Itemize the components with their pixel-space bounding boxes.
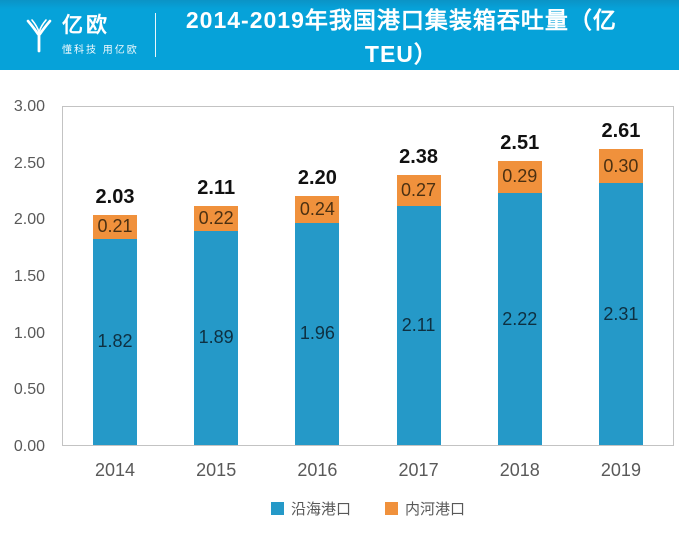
y-tick-label: 0.00 <box>13 438 45 455</box>
inland-segment: 0.27 <box>396 175 441 206</box>
total-label: 2.61 <box>601 120 641 143</box>
bar-2014: 2.03 0.21 1.82 2014 <box>93 107 137 480</box>
x-tick-label: 2019 <box>600 460 641 480</box>
logo: 亿欧 懂科技 用亿欧 <box>20 14 139 56</box>
legend: 沿海港口 内河港口 <box>62 498 674 519</box>
y-tick-label: 1.50 <box>13 268 45 285</box>
coastal-value-label: 1.96 <box>299 323 335 344</box>
coastal-segment: 2.11 <box>396 205 441 445</box>
x-tick-label: 2017 <box>398 460 439 480</box>
bar-2016: 2.20 0.24 1.96 2016 <box>295 107 340 480</box>
y-tick-label: 1.00 <box>13 324 45 342</box>
coastal-segment: 2.22 <box>497 193 542 445</box>
y-tick-label: 3.00 <box>13 98 45 115</box>
bar-2019: 2.61 0.30 2.31 2019 <box>598 107 643 480</box>
coastal-segment: 1.96 <box>295 222 340 445</box>
bar-2018: 2.51 0.29 2.22 2018 <box>497 107 542 480</box>
coastal-value-label: 1.89 <box>198 327 234 348</box>
y-tick-label: 2.50 <box>13 154 45 172</box>
chart: 3.00 2.50 2.00 1.50 1.00 0.50 0.00 2.03 0.21 1.8… <box>14 98 674 519</box>
bar-2017: 2.38 0.27 2.11 2017 <box>396 107 441 480</box>
legend-item: 内河港口 <box>385 498 465 519</box>
inland-value-label: 0.21 <box>97 216 133 237</box>
inland-segment: 0.29 <box>497 160 542 194</box>
header-banner: 亿欧 懂科技 用亿欧 2014-2019年我国港口集装箱吞吐量（亿TEU） <box>0 0 679 70</box>
yiou-logo-icon <box>20 15 58 55</box>
y-axis: 3.00 2.50 2.00 1.50 1.00 0.50 0.00 <box>1 98 51 455</box>
x-tick-label: 2018 <box>499 460 540 480</box>
logo-texts: 亿欧 懂科技 用亿欧 <box>62 14 139 56</box>
y-tick-label: 0.50 <box>13 381 45 399</box>
coastal-segment: 2.31 <box>598 183 643 445</box>
logo-tagline: 懂科技 用亿欧 <box>62 45 139 56</box>
total-label: 2.51 <box>500 131 540 154</box>
inland-segment: 0.21 <box>93 214 137 239</box>
legend-label: 沿海港口 <box>290 501 351 518</box>
logo-name: 亿欧 <box>62 14 110 37</box>
coastal-segment: 1.89 <box>194 230 239 445</box>
inland-value-label: 0.29 <box>502 166 538 187</box>
total-label: 2.20 <box>297 166 337 189</box>
coastal-value-label: 2.11 <box>401 314 436 335</box>
coastal-segment: 1.82 <box>93 238 137 445</box>
total-label: 2.03 <box>95 185 135 208</box>
legend-item: 沿海港口 <box>270 498 351 519</box>
legend-label: 内河港口 <box>405 501 466 518</box>
header-divider <box>154 13 156 57</box>
chart-title: 2014-2019年我国港口集装箱吞吐量（亿TEU） <box>185 7 617 67</box>
x-tick-label: 2016 <box>297 460 338 480</box>
coastal-value-label: 2.22 <box>502 308 538 329</box>
plot-area: 3.00 2.50 2.00 1.50 1.00 0.50 0.00 2.03 0.21 1.8… <box>14 98 674 480</box>
bar-2015: 2.11 0.22 1.89 2015 <box>194 107 239 480</box>
x-tick-label: 2015 <box>196 460 237 480</box>
inland-value-label: 0.24 <box>299 198 335 219</box>
total-label: 2.11 <box>197 176 236 199</box>
inland-segment: 0.30 <box>598 149 643 184</box>
x-tick-label: 2014 <box>94 460 136 480</box>
inland-value-label: 0.27 <box>401 180 437 201</box>
inland-value-label: 0.22 <box>198 207 234 228</box>
y-tick-label: 2.00 <box>13 211 45 229</box>
total-label: 2.38 <box>399 146 439 169</box>
legend-swatch-icon <box>385 502 398 515</box>
coastal-value-label: 1.82 <box>97 331 133 352</box>
legend-swatch-icon <box>270 502 284 515</box>
coastal-value-label: 2.31 <box>603 303 639 324</box>
inland-value-label: 0.30 <box>603 155 639 176</box>
inland-segment: 0.22 <box>194 205 239 231</box>
inland-segment: 0.24 <box>295 195 340 223</box>
